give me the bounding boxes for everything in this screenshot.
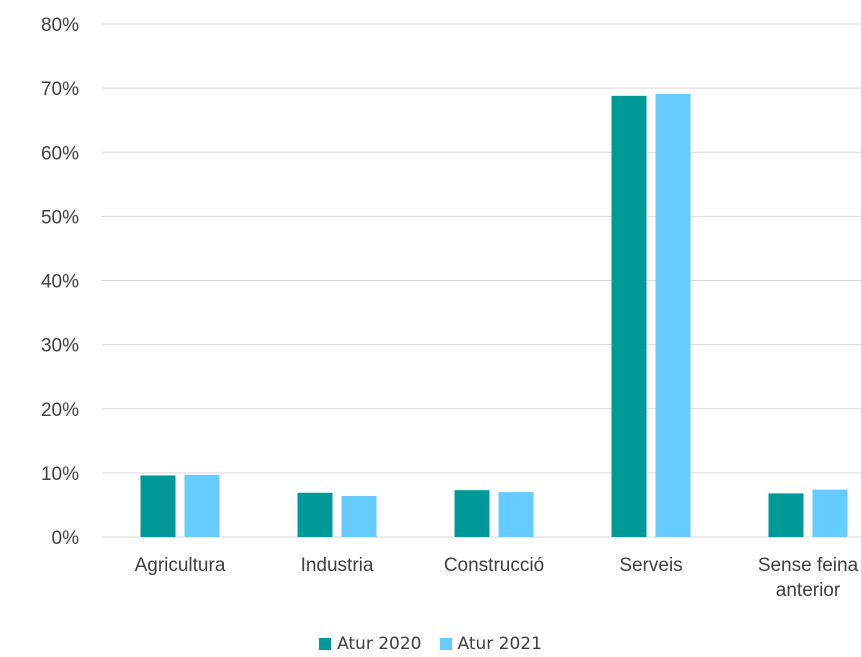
bars	[140, 93, 848, 538]
x-category-label: Industria	[301, 555, 374, 576]
y-tick-label: 80%	[41, 15, 79, 36]
y-tick-label: 20%	[41, 400, 79, 421]
bar-series-2-cat-3	[498, 492, 534, 537]
legend: Atur 2020 Atur 2021	[0, 634, 861, 654]
y-tick-label: 40%	[41, 272, 79, 293]
bar-series-1-cat-5	[768, 493, 804, 537]
gridlines	[102, 23, 861, 538]
y-tick-label: 0%	[52, 528, 80, 549]
legend-item-series-2: Atur 2021	[439, 634, 542, 654]
bar-series-1-cat-4	[611, 95, 647, 537]
y-tick-label: 30%	[41, 336, 79, 357]
bar-series-1-cat-1	[140, 475, 176, 537]
x-category-label: anterior	[776, 580, 841, 601]
legend-label-series-1: Atur 2020	[337, 634, 422, 654]
bar-series-1-cat-3	[454, 490, 490, 537]
bar-series-2-cat-2	[341, 495, 377, 537]
y-tick-label: 60%	[41, 143, 79, 164]
x-category-label: Construcció	[444, 555, 544, 576]
bar-series-2-cat-1	[184, 474, 220, 537]
y-axis-ticks: 0% 10% 20% 30% 40% 50% 60% 70% 80%	[41, 15, 79, 549]
bar-series-1-cat-2	[297, 492, 333, 537]
x-category-label: Serveis	[619, 555, 682, 576]
legend-swatch-series-1	[319, 638, 332, 650]
bar-series-2-cat-5	[812, 489, 848, 537]
x-axis-labels: Agricultura Industria Construcció Serveis Se…	[135, 555, 859, 601]
y-tick-label: 50%	[41, 207, 79, 228]
x-category-label: Sense feina	[758, 555, 859, 576]
legend-label-series-2: Atur 2021	[457, 634, 542, 654]
legend-swatch-series-2	[439, 638, 452, 650]
y-tick-label: 10%	[41, 464, 79, 485]
y-tick-label: 70%	[41, 79, 79, 100]
x-category-label: Agricultura	[135, 555, 226, 576]
legend-item-series-1: Atur 2020	[319, 634, 422, 654]
bar-series-2-cat-4	[655, 93, 691, 538]
